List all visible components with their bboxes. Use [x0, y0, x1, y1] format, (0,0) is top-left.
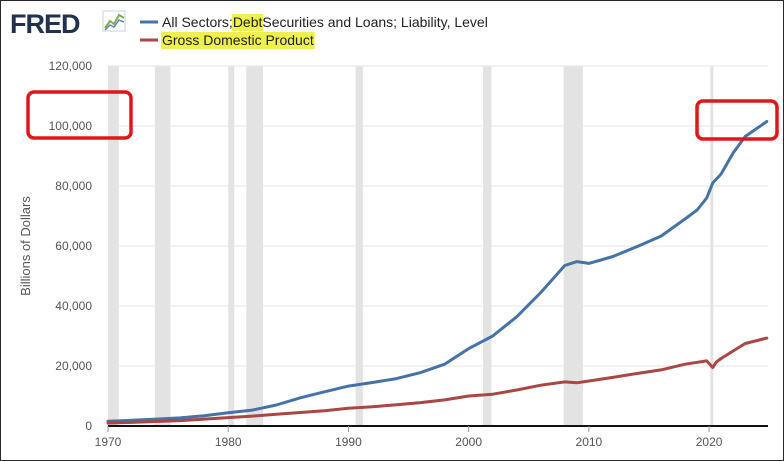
x-tick-label: 1980 [215, 435, 242, 449]
y-tick-label: 120,000 [49, 59, 93, 73]
legend-label-gdp: Gross Domestic Product [161, 32, 315, 49]
plot-area: 0 20,000 40,000 60,000 80,000 100,000 120,000 1… [49, 59, 769, 449]
x-tick-label: 1970 [95, 435, 122, 449]
y-tick-label: 0 [85, 419, 92, 433]
x-tick-label: 1990 [335, 435, 362, 449]
y-tick-label: 80,000 [55, 179, 92, 193]
y-tick-label: 60,000 [55, 239, 92, 253]
series-line-1[interactable] [106, 336, 769, 425]
legend-item-debt[interactable]: All Sectors; Debt Securities and Loans; … [140, 14, 488, 31]
x-tick-label: 2020 [696, 435, 723, 449]
y-tick-label: 20,000 [55, 359, 92, 373]
legend-item-gdp[interactable]: Gross Domestic Product [140, 32, 315, 49]
annotation-box-left [26, 90, 133, 140]
y-axis-label: Billions of Dollars [18, 196, 33, 296]
fred-logo[interactable]: FRED [10, 9, 126, 39]
y-tick-label: 100,000 [49, 119, 93, 133]
legend-text-part: Debt [233, 14, 263, 30]
legend-label-debt: All Sectors; Debt Securities and Loans; … [162, 14, 488, 31]
legend-text-part: All Sectors; [162, 14, 233, 30]
y-tick-label: 40,000 [55, 299, 92, 313]
legend-text-part: Gross Domestic Product [162, 32, 314, 48]
logo-text: FRED [10, 9, 80, 39]
legend-text-part: Securities and Loans; Liability, Level [262, 14, 487, 30]
annotation-box-right [695, 99, 779, 141]
x-tick-label: 2000 [455, 435, 482, 449]
x-tick-label: 2010 [576, 435, 603, 449]
legend-highlight [231, 14, 264, 31]
series-line-0[interactable] [106, 120, 769, 423]
legend-highlight [161, 32, 315, 49]
legend: All Sectors; Debt Securities and Loans; … [140, 14, 488, 49]
logo-graph-icon [102, 10, 126, 32]
